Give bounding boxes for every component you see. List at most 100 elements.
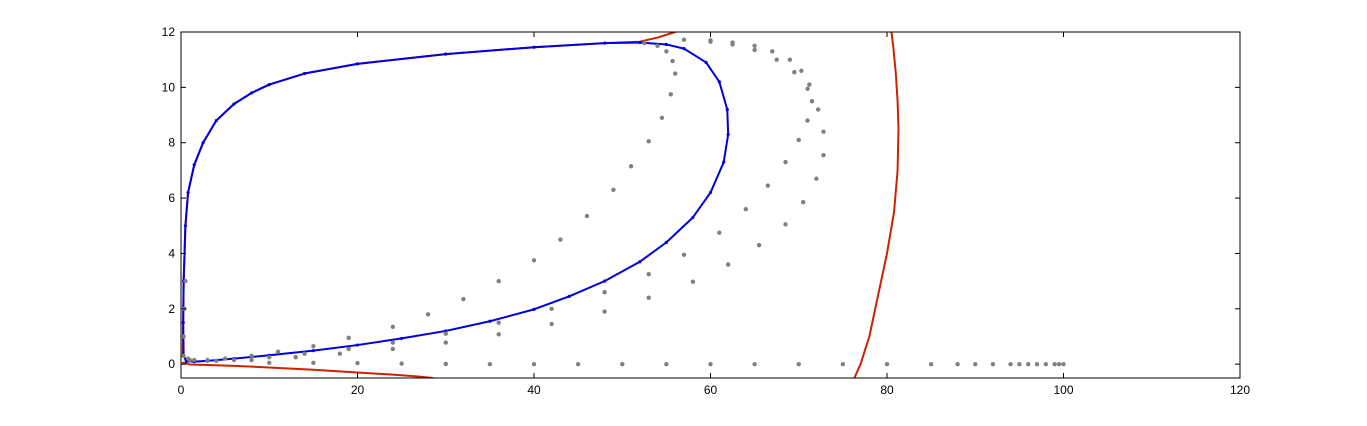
- data-point-gray: [443, 361, 448, 367]
- data-point-gray: [496, 332, 501, 337]
- data-point-gray: [602, 309, 607, 314]
- data-point-gray: [1017, 361, 1022, 367]
- data-point-blue: [532, 307, 536, 311]
- x-tick-label: 40: [527, 383, 541, 397]
- axes-layer: 0 20 40 60 80 100 120 0 2 4 6 8 10 12: [162, 25, 1251, 397]
- data-point-blue: [201, 141, 205, 145]
- data-point-gray: [690, 279, 696, 284]
- data-point-gray: [792, 69, 797, 75]
- data-point-blue: [638, 40, 642, 45]
- data-point-blue: [181, 321, 185, 325]
- data-point-gray: [800, 200, 806, 205]
- data-point-blue: [250, 91, 254, 95]
- data-point-gray: [668, 92, 673, 97]
- plot-area: [181, 32, 1240, 378]
- data-point-gray: [990, 361, 996, 367]
- data-point-gray: [770, 49, 775, 54]
- data-point-gray: [796, 361, 801, 367]
- y-tick-label: 8: [168, 136, 175, 150]
- data-point-gray: [1056, 361, 1062, 367]
- data-point-blue: [183, 224, 188, 228]
- data-point-blue: [302, 71, 307, 76]
- data-point-gray: [796, 137, 801, 143]
- data-point-gray: [602, 289, 607, 295]
- data-point-blue: [638, 260, 642, 264]
- y-tick-label: 12: [162, 25, 176, 39]
- data-point-gray: [765, 183, 771, 188]
- data-point-gray: [681, 37, 687, 42]
- data-point-gray: [302, 351, 307, 356]
- data-point-gray: [708, 39, 713, 44]
- data-point-gray: [443, 331, 448, 336]
- data-point-gray: [496, 320, 501, 325]
- data-point-gray: [659, 115, 665, 121]
- data-point-gray: [664, 49, 669, 54]
- data-point-gray: [275, 349, 281, 354]
- data-point-gray: [646, 295, 651, 300]
- data-point-gray: [821, 129, 826, 134]
- data-point-gray: [973, 361, 978, 367]
- data-point-gray: [531, 258, 537, 263]
- data-point-gray: [187, 357, 193, 363]
- data-point-blue: [717, 80, 721, 84]
- data-point-gray: [725, 262, 731, 267]
- data-point-gray: [425, 312, 431, 317]
- data-point-gray: [1052, 361, 1057, 367]
- data-point-gray: [267, 355, 272, 360]
- series-layer: [181, 32, 1066, 378]
- data-point-gray: [752, 43, 757, 49]
- data-point-blue: [664, 42, 668, 47]
- data-point-gray: [1026, 361, 1031, 367]
- data-point-blue: [192, 163, 196, 167]
- data-point-gray: [840, 361, 846, 367]
- data-point-gray: [181, 334, 186, 339]
- y-tick-label: 0: [168, 357, 175, 371]
- data-point-gray: [346, 346, 351, 352]
- data-point-gray: [752, 47, 757, 53]
- data-point-gray: [787, 57, 793, 62]
- data-point-gray: [646, 139, 651, 144]
- data-point-gray: [681, 252, 687, 258]
- data-point-gray: [549, 321, 554, 327]
- data-point-gray: [655, 43, 660, 49]
- data-point-gray: [774, 57, 779, 62]
- data-point-gray: [620, 361, 625, 367]
- x-tick-label: 60: [704, 383, 718, 397]
- data-point-gray: [809, 99, 815, 104]
- data-point-gray: [756, 242, 762, 248]
- data-point-gray: [611, 187, 616, 192]
- x-tick-label: 0: [178, 383, 185, 397]
- x-tick-label: 100: [1053, 383, 1073, 397]
- data-point-blue: [691, 215, 695, 220]
- data-point-gray: [805, 86, 810, 91]
- data-point-gray: [805, 118, 810, 123]
- data-point-gray: [267, 360, 272, 365]
- data-point-gray: [214, 358, 219, 364]
- data-point-blue: [488, 319, 492, 323]
- data-point-gray: [549, 306, 554, 311]
- data-point-blue: [725, 107, 729, 112]
- data-point-gray: [799, 68, 804, 73]
- data-point-gray: [821, 152, 826, 158]
- y-tick-label: 6: [168, 191, 175, 205]
- data-point-blue: [603, 279, 607, 283]
- data-point-blue: [708, 190, 713, 195]
- series-line-red: [181, 361, 434, 378]
- data-point-gray: [390, 340, 395, 345]
- data-point-gray: [1043, 361, 1049, 367]
- data-point-gray: [337, 351, 343, 356]
- data-point-gray: [487, 361, 493, 367]
- data-point-gray: [584, 213, 590, 219]
- data-point-gray: [183, 278, 188, 284]
- data-point-blue: [355, 343, 360, 347]
- data-point-gray: [1034, 361, 1040, 367]
- data-point-gray: [249, 357, 254, 363]
- data-point-gray: [955, 361, 960, 367]
- data-point-gray: [814, 176, 819, 181]
- data-point-gray: [575, 361, 581, 367]
- data-point-gray: [884, 361, 890, 367]
- data-point-blue: [567, 294, 571, 298]
- data-point-gray: [461, 296, 466, 302]
- data-point-blue: [186, 190, 190, 195]
